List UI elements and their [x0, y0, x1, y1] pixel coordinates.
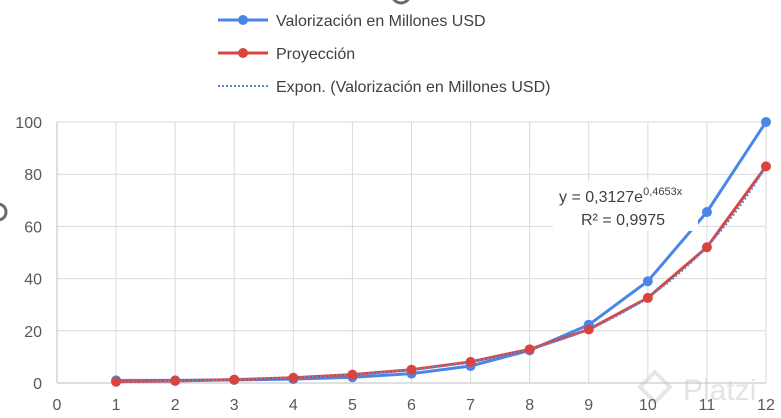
legend-label: Valorización en Millones USD — [276, 13, 486, 30]
trendline-expon — [116, 165, 767, 383]
equation-exponent: 0,4653x — [643, 186, 683, 198]
equation-text: y = 0,3127e0,4653x — [559, 186, 683, 206]
x-tick-label: 9 — [584, 397, 593, 414]
edge-artifact-top — [392, 0, 410, 5]
x-tick-label: 7 — [466, 397, 475, 414]
x-tick-label: 0 — [53, 397, 62, 414]
data-point-proyeccion — [761, 161, 771, 172]
series-layer — [111, 117, 771, 387]
series-line-valorizacion — [116, 121, 768, 382]
data-point-proyeccion — [111, 376, 122, 387]
data-point-proyeccion — [406, 364, 417, 375]
data-point-proyeccion — [701, 242, 712, 253]
legend: Valorización en Millones USD Proyección Ex… — [218, 13, 550, 96]
data-point-valorizacion — [642, 276, 653, 287]
data-point-proyeccion — [465, 356, 476, 367]
data-point-proyeccion — [583, 324, 594, 335]
legend-label: Proyección — [276, 46, 355, 63]
x-tick-label: 5 — [348, 397, 357, 414]
data-point-valorizacion — [701, 207, 712, 218]
y-tick-label: 80 — [24, 167, 42, 184]
data-point-proyeccion — [170, 375, 181, 386]
data-point-proyeccion — [288, 372, 299, 383]
data-point-proyeccion — [524, 344, 535, 355]
legend-swatch-marker — [238, 48, 248, 58]
x-tick-label: 2 — [171, 397, 180, 414]
data-point-valorizacion — [761, 117, 771, 127]
y-tick-label: 60 — [24, 219, 42, 236]
legend-label: Expon. (Valorización en Millones USD) — [276, 79, 550, 96]
y-tick-label: 20 — [24, 324, 42, 341]
x-tick-label: 4 — [289, 397, 298, 414]
x-tick-label: 12 — [757, 397, 775, 414]
x-tick-label: 1 — [112, 397, 121, 414]
y-tick-label: 0 — [33, 376, 42, 393]
x-tick-label: 10 — [639, 397, 657, 414]
r-squared-text: R² = 0,9975 — [581, 212, 665, 229]
data-point-proyeccion — [642, 292, 653, 303]
x-tick-label: 6 — [407, 397, 416, 414]
equation-box — [553, 181, 698, 231]
x-tick-label: 11 — [699, 397, 716, 414]
platzi-logo-icon — [637, 369, 673, 405]
legend-swatch-marker — [238, 15, 248, 25]
watermark: Platzi — [637, 369, 756, 407]
watermark-text: Platzi — [683, 374, 756, 407]
y-tick-label: 100 — [15, 115, 42, 132]
trendline-equation: y = 0,3127e0,4653x R² = 0,9975 — [553, 181, 698, 231]
x-tick-label: 3 — [230, 397, 239, 414]
data-point-proyeccion — [347, 369, 358, 380]
grid — [57, 121, 767, 384]
x-tick-label: 8 — [525, 397, 534, 414]
data-point-proyeccion — [229, 374, 240, 385]
equation-base: y = 0,3127e — [559, 189, 643, 206]
edge-artifact-left — [0, 202, 8, 222]
y-tick-label: 40 — [24, 272, 42, 289]
